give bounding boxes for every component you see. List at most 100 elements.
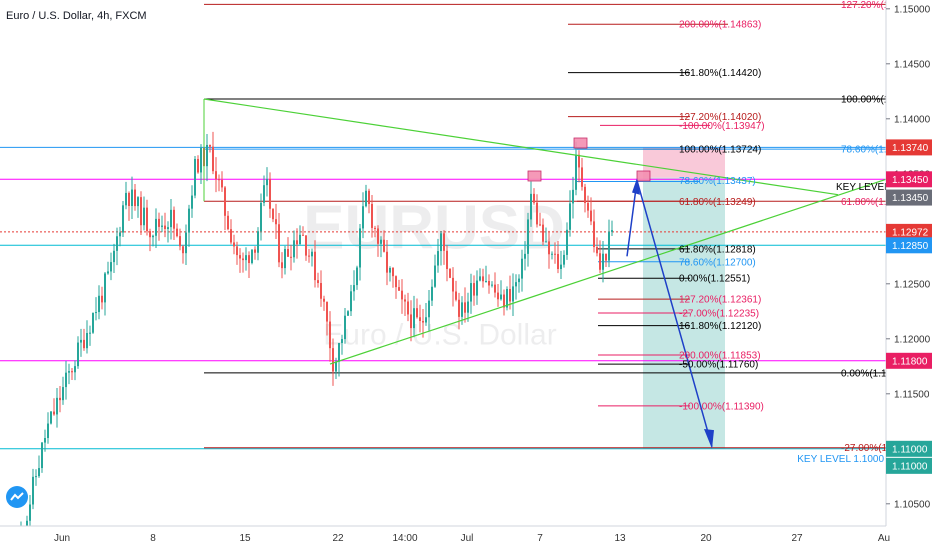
candle — [191, 195, 193, 209]
candle — [545, 241, 547, 243]
candle — [173, 209, 175, 229]
fib-label-3: 100.00%(1.14181) — [841, 95, 923, 106]
candle — [401, 290, 403, 300]
price-tag-bg — [886, 139, 932, 156]
candle — [452, 277, 454, 292]
candle — [71, 371, 73, 373]
candle — [434, 265, 436, 287]
candle — [548, 241, 550, 255]
candle — [62, 387, 64, 401]
candle — [80, 339, 82, 343]
candle — [428, 300, 430, 318]
marker-1 — [527, 170, 542, 182]
candle — [140, 197, 142, 226]
candle — [398, 287, 400, 291]
candle — [578, 154, 580, 168]
candle — [422, 320, 424, 323]
fib-label-5: -100.00%(1.13947) — [679, 121, 765, 132]
candle — [254, 249, 256, 253]
candle — [182, 246, 184, 254]
candle — [560, 264, 562, 270]
annotation-1: KEY LEVEL 1.1000 — [797, 454, 884, 465]
tradingview-logo-icon[interactable] — [6, 486, 28, 508]
price-tag-bg — [886, 223, 932, 240]
candle — [158, 218, 160, 227]
candle — [308, 255, 310, 257]
marker-0 — [573, 137, 588, 149]
price-tick-label: 1.14000 — [894, 114, 931, 125]
candle — [50, 411, 52, 424]
fib-label-17: 200.00%(1.11853) — [679, 350, 761, 361]
candle — [470, 283, 472, 302]
candle — [527, 219, 529, 254]
candle — [443, 233, 445, 251]
candle — [167, 227, 169, 230]
candle — [599, 253, 601, 270]
candle — [440, 233, 442, 252]
candle — [77, 342, 79, 367]
candle — [89, 332, 91, 334]
price-tag-bg — [886, 457, 932, 474]
price-tag-label: 1.12972 — [892, 227, 929, 238]
candle — [224, 187, 226, 216]
candle — [206, 144, 208, 167]
candle — [332, 348, 334, 372]
candle — [530, 193, 532, 220]
candle — [128, 192, 130, 207]
candle — [407, 301, 409, 315]
fib-label-1: 200.00%(1.14863) — [679, 20, 761, 31]
candle — [281, 262, 283, 269]
candle — [95, 312, 97, 314]
candle — [326, 301, 328, 322]
arrow-head-up — [632, 178, 640, 195]
candle — [293, 240, 295, 258]
fib-label-20: -100.00%(1.11390) — [679, 401, 764, 412]
watermark-name: Euro / U.S. Dollar — [323, 318, 556, 351]
candle — [347, 311, 349, 316]
fib-label-9: 61.80%(1.13249) — [679, 197, 756, 208]
marker-2 — [636, 170, 651, 182]
candle — [242, 258, 244, 261]
candle — [272, 208, 274, 220]
candle — [269, 178, 271, 209]
candle — [386, 251, 388, 273]
candle — [494, 284, 496, 293]
candle — [227, 215, 229, 230]
candle — [485, 280, 487, 282]
candle — [449, 269, 451, 278]
candle — [368, 190, 370, 204]
stop-box — [643, 147, 725, 178]
fib-label-0: 127.20%(1.15063) — [841, 0, 923, 11]
candle — [461, 302, 463, 317]
time-tick-label: 20 — [700, 533, 712, 544]
candle — [608, 231, 610, 261]
candle — [296, 240, 298, 245]
candle — [302, 234, 304, 236]
candle — [365, 190, 367, 207]
arrow-head-down — [704, 429, 714, 449]
candle — [362, 206, 364, 229]
candle — [41, 442, 43, 469]
candle — [248, 255, 250, 264]
candle — [320, 283, 322, 299]
candle — [557, 253, 559, 270]
candle — [380, 239, 382, 244]
time-tick-label: 8 — [150, 533, 156, 544]
time-tick-label: Jun — [54, 533, 70, 544]
candle — [101, 295, 103, 303]
fib-label-13: 0.00%(1.12551) — [679, 274, 750, 285]
candle — [512, 286, 514, 302]
fib-label-2: 161.80%(1.14420) — [679, 68, 761, 79]
price-tag-label: 1.13740 — [892, 143, 929, 154]
candle — [305, 235, 307, 256]
candle — [497, 292, 499, 300]
candle — [86, 333, 88, 349]
candle — [98, 295, 100, 313]
candle — [542, 224, 544, 242]
candle — [284, 248, 286, 269]
price-tag-bg — [886, 352, 932, 369]
candle — [257, 231, 259, 253]
candle — [44, 438, 46, 443]
